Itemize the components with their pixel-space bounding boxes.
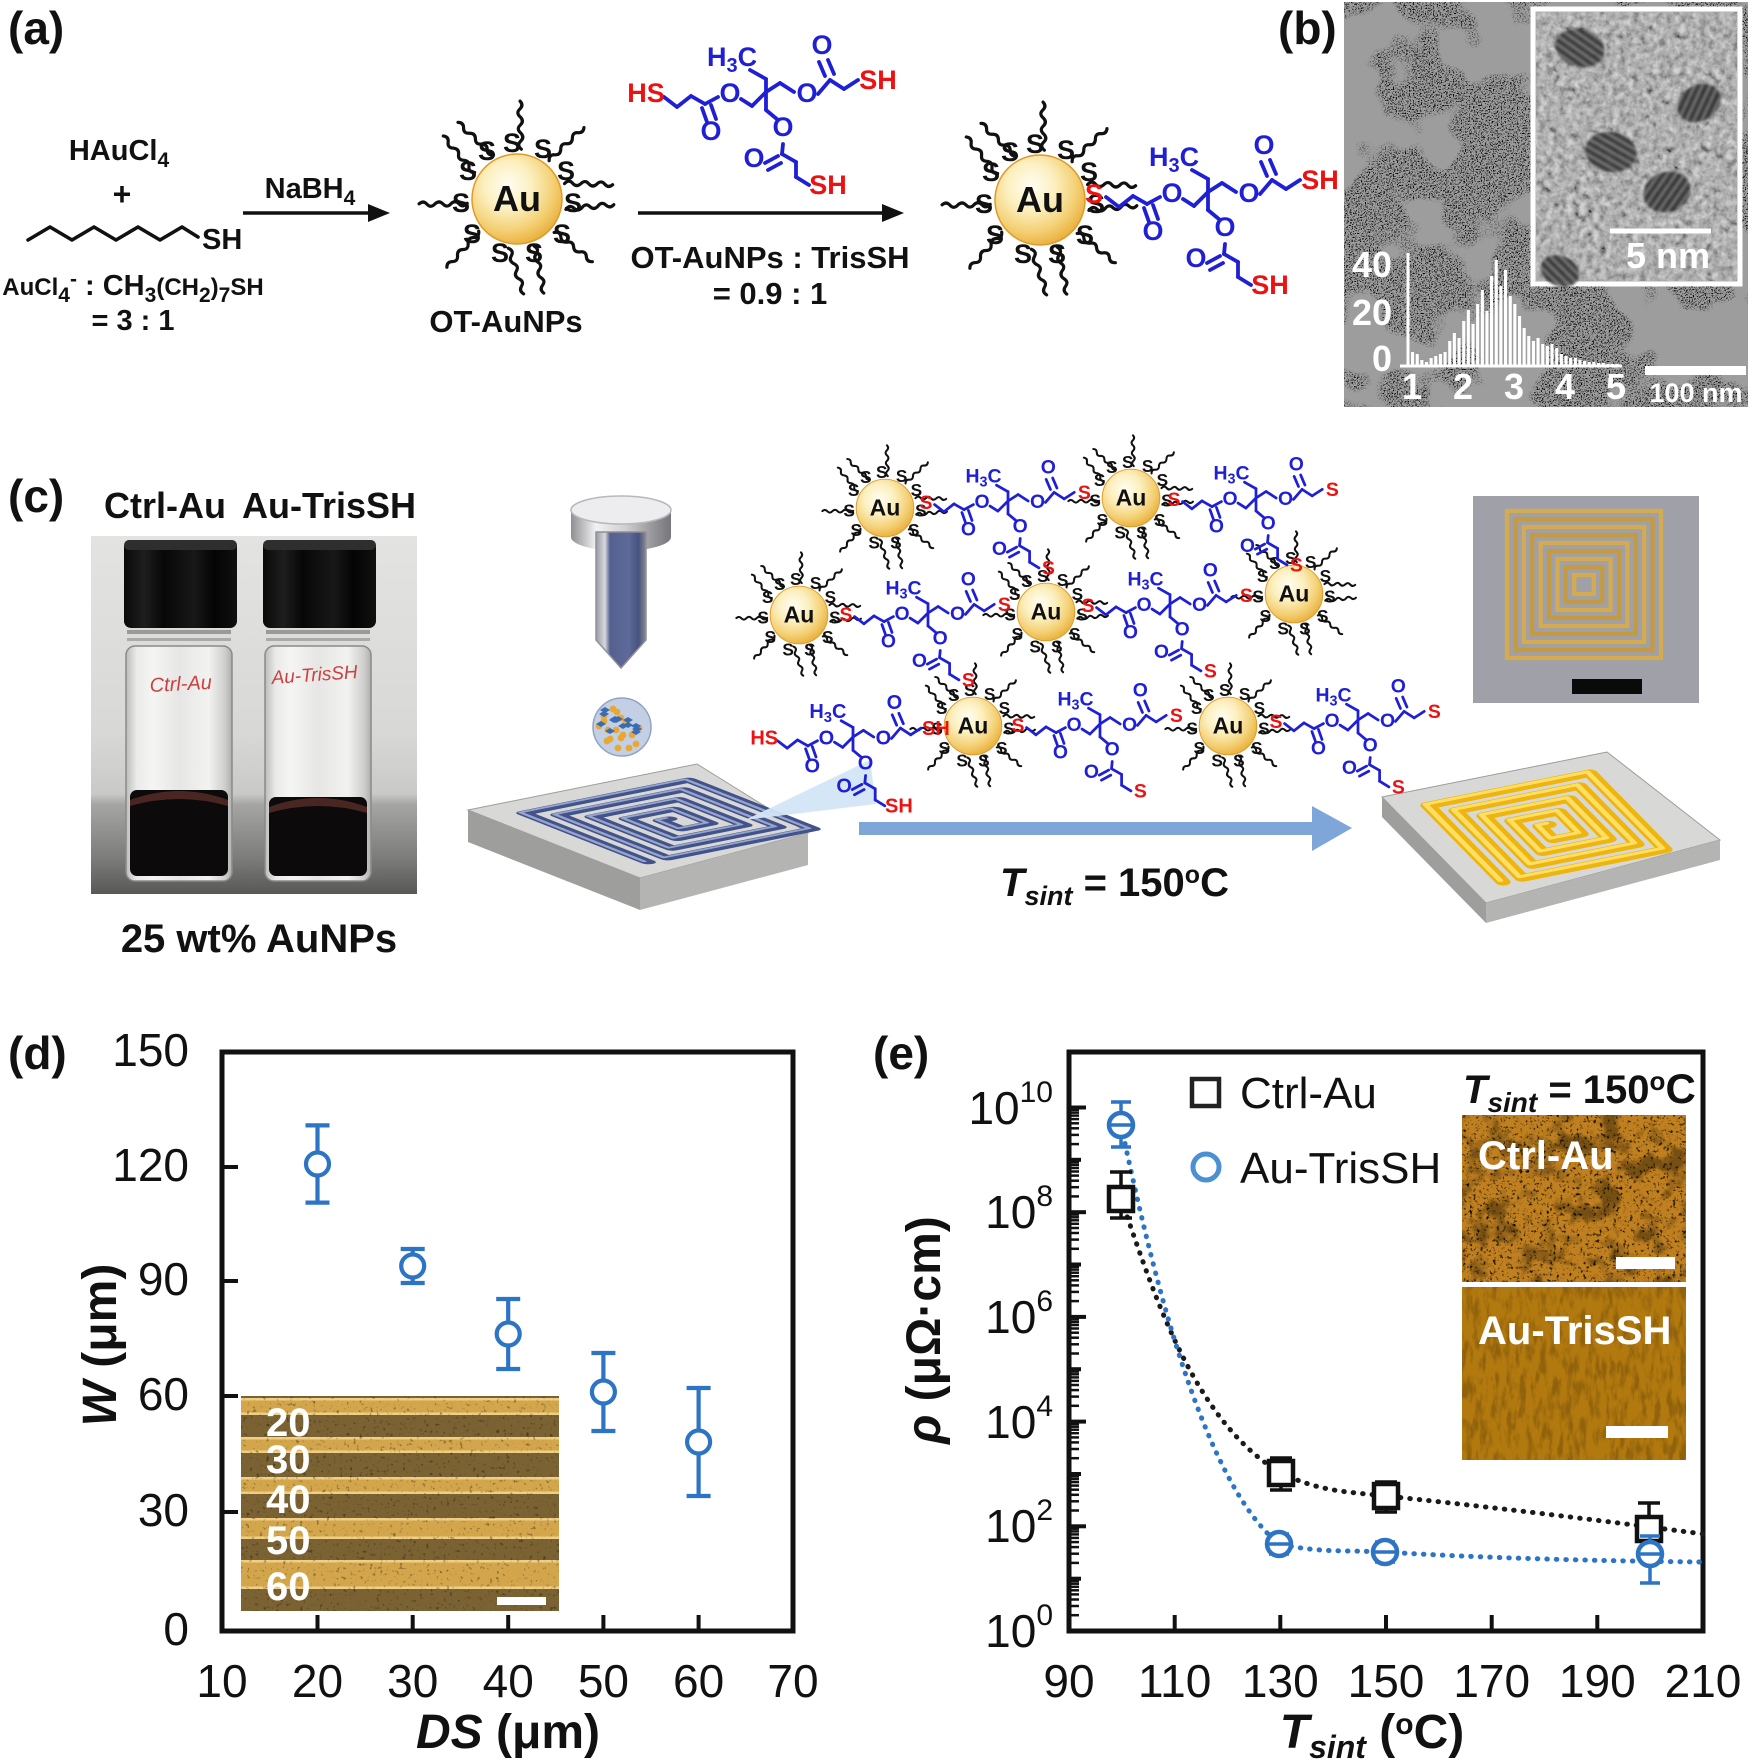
svg-text:150: 150	[112, 1024, 189, 1076]
svg-text:Tsint (oC): Tsint (oC)	[1280, 1706, 1465, 1759]
svg-text:OT-AuNPs : TrisSH: OT-AuNPs : TrisSH	[630, 240, 909, 275]
svg-text:100 nm: 100 nm	[1649, 378, 1742, 408]
svg-text:ρ (μΩ·cm): ρ (μΩ·cm)	[898, 1216, 951, 1446]
svg-text:Au-TrisSH: Au-TrisSH	[1240, 1144, 1441, 1193]
svg-text:210: 210	[1665, 1655, 1742, 1707]
svg-text:3: 3	[1504, 366, 1524, 407]
svg-text:DS (μm): DS (μm)	[416, 1706, 600, 1759]
svg-text:Tsint = 150oC: Tsint = 150oC	[1463, 1065, 1696, 1118]
svg-text:5: 5	[1606, 366, 1626, 407]
svg-text:(c): (c)	[8, 470, 64, 522]
svg-text:20: 20	[266, 1401, 311, 1445]
svg-text:25 wt% AuNPs: 25 wt% AuNPs	[121, 917, 397, 961]
svg-text:40: 40	[1352, 244, 1392, 285]
svg-text:W (μm): W (μm)	[74, 1264, 127, 1427]
svg-text:NaBH4: NaBH4	[265, 173, 356, 210]
svg-text:90: 90	[138, 1253, 189, 1305]
svg-text:Au-TrisSH: Au-TrisSH	[242, 485, 416, 526]
svg-text:120: 120	[112, 1139, 189, 1191]
svg-text:60: 60	[138, 1368, 189, 1420]
svg-text:OT-AuNPs: OT-AuNPs	[429, 304, 582, 339]
svg-text:0: 0	[1372, 338, 1392, 379]
svg-text:130: 130	[1242, 1655, 1319, 1707]
svg-text:5 nm: 5 nm	[1626, 235, 1710, 276]
svg-text:30: 30	[138, 1484, 189, 1536]
svg-text:Ctrl-Au: Ctrl-Au	[104, 485, 226, 526]
svg-text:(a): (a)	[8, 2, 64, 54]
svg-text:1: 1	[1402, 366, 1422, 407]
svg-text:(b): (b)	[1278, 2, 1337, 54]
svg-text:20: 20	[292, 1655, 343, 1707]
svg-text:SH: SH	[202, 224, 242, 256]
svg-text:Tsint = 150oC: Tsint = 150oC	[1000, 861, 1229, 911]
svg-text:40: 40	[266, 1478, 311, 1522]
svg-text:60: 60	[266, 1565, 311, 1609]
svg-text:Au-TrisSH: Au-TrisSH	[1478, 1309, 1671, 1353]
svg-text:50: 50	[266, 1519, 311, 1563]
svg-text:Ctrl-Au: Ctrl-Au	[1478, 1134, 1614, 1178]
svg-text:20: 20	[1352, 292, 1392, 333]
svg-text:170: 170	[1453, 1655, 1530, 1707]
svg-text:+: +	[113, 176, 132, 212]
svg-text:110: 110	[1138, 1655, 1211, 1707]
svg-text:30: 30	[387, 1655, 438, 1707]
svg-text:HAuCl4: HAuCl4	[69, 135, 170, 172]
svg-text:(d): (d)	[8, 1027, 67, 1079]
svg-text:Ctrl-Au: Ctrl-Au	[1240, 1069, 1377, 1118]
svg-text:30: 30	[266, 1438, 311, 1482]
svg-text:0: 0	[163, 1603, 189, 1655]
svg-text:40: 40	[483, 1655, 534, 1707]
svg-text:90: 90	[1043, 1655, 1094, 1707]
svg-text:190: 190	[1559, 1655, 1636, 1707]
svg-text:= 3 : 1: = 3 : 1	[91, 305, 174, 337]
svg-text:150: 150	[1348, 1655, 1425, 1707]
svg-text:Ctrl-Au: Ctrl-Au	[149, 672, 212, 697]
svg-text:2: 2	[1453, 366, 1473, 407]
svg-text:50: 50	[578, 1655, 629, 1707]
svg-text:10: 10	[196, 1655, 247, 1707]
svg-text:60: 60	[673, 1655, 724, 1707]
svg-text:(e): (e)	[873, 1027, 929, 1079]
svg-text:70: 70	[767, 1655, 818, 1707]
svg-text:4: 4	[1555, 366, 1575, 407]
svg-text:= 0.9 : 1: = 0.9 : 1	[713, 276, 828, 311]
